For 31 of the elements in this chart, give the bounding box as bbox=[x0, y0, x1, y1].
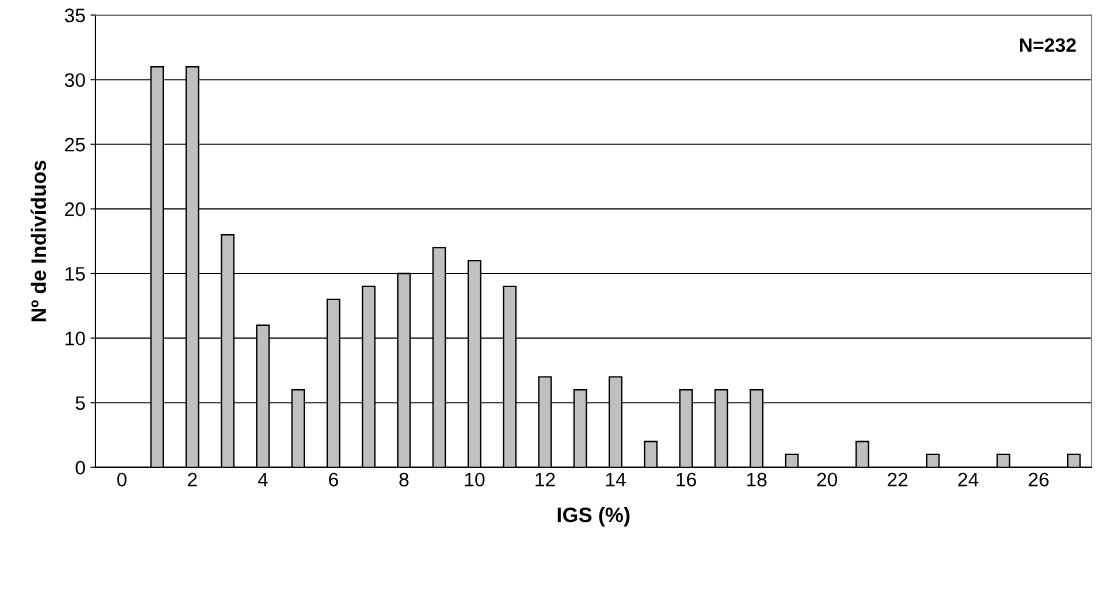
x-tick-label: 12 bbox=[535, 472, 555, 487]
y-axis-title: Nº de Indivíduos bbox=[30, 160, 47, 322]
x-tick-label: 22 bbox=[887, 472, 908, 487]
x-tick-label: 14 bbox=[606, 472, 626, 487]
y-tick-label: 30 bbox=[64, 73, 85, 87]
annotation: N=232 bbox=[1020, 38, 1076, 52]
x-axis-title: IGS (%) bbox=[557, 506, 630, 527]
bar bbox=[925, 453, 940, 468]
x-tick-label: 20 bbox=[817, 472, 838, 487]
y-tick-label: 15 bbox=[65, 267, 85, 281]
x-tick-label: 8 bbox=[399, 472, 409, 487]
x-tick-label: 4 bbox=[257, 472, 268, 487]
bar bbox=[996, 453, 1011, 468]
x-tick-label: 0 bbox=[117, 472, 127, 487]
bar bbox=[1067, 453, 1081, 468]
x-tick-label: 26 bbox=[1028, 472, 1049, 487]
y-tick-label: 5 bbox=[75, 396, 85, 410]
x-tick-label: 24 bbox=[958, 472, 979, 487]
x-tick-label: 10 bbox=[465, 472, 485, 487]
x-tick-label: 16 bbox=[676, 472, 696, 487]
bar bbox=[784, 453, 799, 468]
y-tick-label: 35 bbox=[64, 8, 85, 23]
x-tick-label: 6 bbox=[329, 472, 338, 487]
y-tick-label: 20 bbox=[65, 202, 85, 217]
x-tick-label: 2 bbox=[187, 472, 197, 487]
bar bbox=[855, 440, 870, 468]
bar bbox=[643, 440, 658, 468]
x-tick-label: 18 bbox=[747, 472, 767, 487]
y-tick-label: 25 bbox=[65, 137, 85, 152]
y-tick-label: 0 bbox=[75, 460, 85, 475]
y-tick-label: 10 bbox=[65, 331, 85, 346]
